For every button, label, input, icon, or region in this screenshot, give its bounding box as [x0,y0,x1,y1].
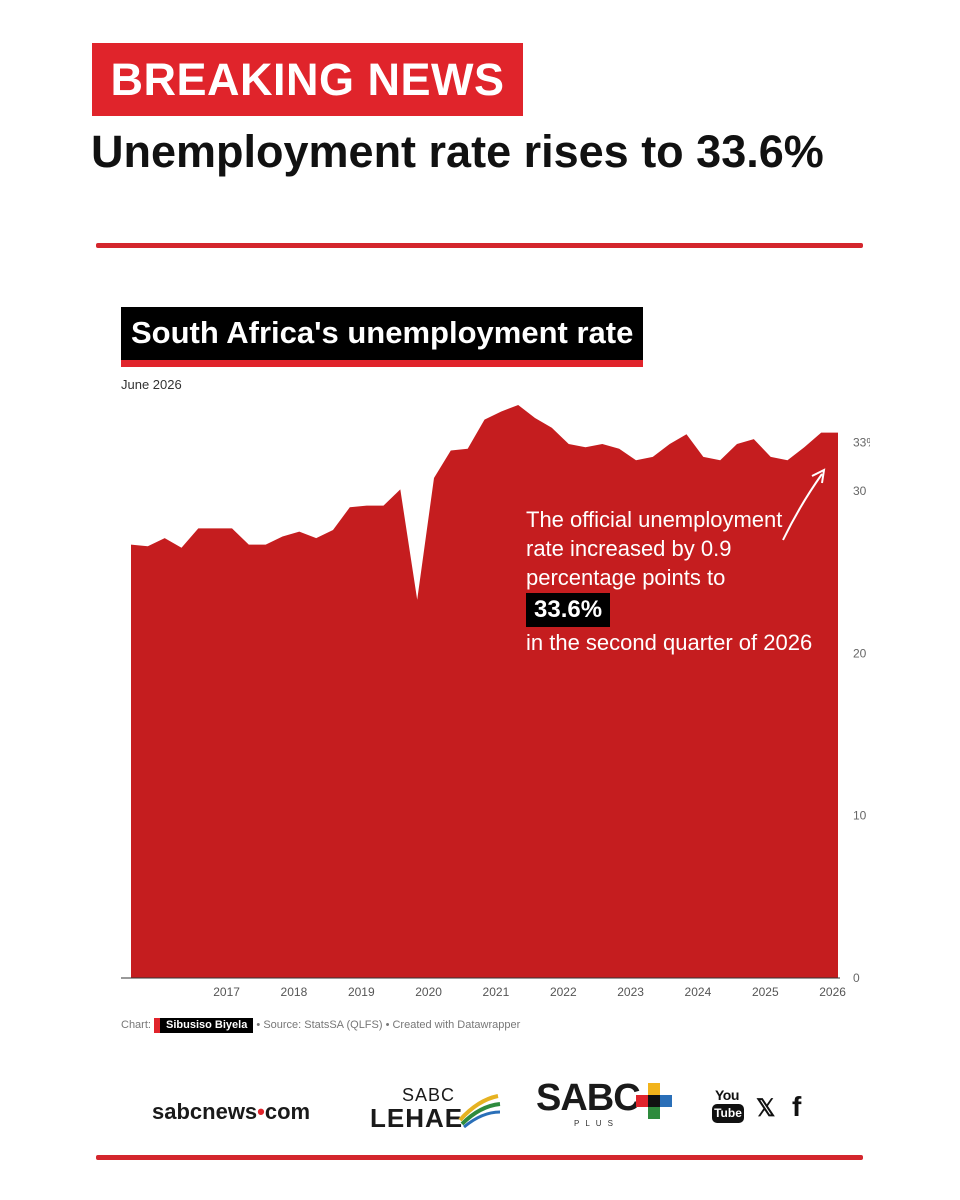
x-tick-label: 2023 [617,985,644,999]
annotation-arrowhead [811,468,826,484]
y-tick-label: 0 [853,971,860,985]
sabcplus-sub: PLUS [574,1119,619,1128]
footer: sabcnews•com SABC LEHAE SABC PLUS You Tu… [0,1075,960,1135]
youtube-icon[interactable]: You Tube [712,1087,744,1125]
x-tick-label: 2026 [819,985,846,999]
credit-source: • Source: StatsSA (QLFS) • Created with … [256,1019,521,1031]
site-dot: • [257,1099,265,1124]
lehae-waves-icon [458,1094,501,1128]
annotation-text-before: The official unemployment rate increased… [526,507,783,590]
annotation-arrow [782,473,823,541]
y-tick-label: 30 [853,484,867,498]
chart-annotation: The official unemployment rate increased… [526,505,826,657]
chart-title: South Africa's unemployment rate [121,307,644,367]
headline: Unemployment rate rises to 33.6% [91,126,824,177]
annotation-highlight: 33.6% [526,593,611,627]
annotation-text-after: in the second quarter of 2026 [526,630,813,655]
area-series [131,405,838,978]
chart-credit: Chart: Sibusiso Biyela • Source: StatsSA… [121,1018,520,1033]
top-divider [96,243,863,248]
sabc-plus-logo[interactable]: SABC PLUS [536,1077,676,1133]
site-tld: com [264,1099,311,1124]
breaking-news-banner: BREAKING NEWS [92,43,523,116]
x-tick-label: 2022 [550,985,577,999]
youtube-you: You [715,1087,739,1103]
bottom-divider [96,1155,863,1160]
y-label-clip [870,430,910,460]
sabc-lehae-logo[interactable]: SABC LEHAE [370,1080,510,1133]
x-tick-label: 2018 [281,985,308,999]
site-logo[interactable]: sabcnews•com [152,1099,310,1125]
y-tick-label: 10 [853,809,867,823]
youtube-tube: Tube [712,1104,744,1123]
x-icon[interactable]: 𝕏 [756,1095,776,1122]
y-tick-label: 20 [853,646,867,660]
x-tick-label: 2025 [752,985,779,999]
unemployment-area-chart: 2017 2018 2019 2020 2021 2022 2023 2024 2025 2026… [121,405,910,999]
site-name: sabcnews [152,1099,258,1124]
lehae-text: LEHAE [370,1103,464,1133]
x-tick-label: 2019 [348,985,375,999]
x-tick-label: 2020 [415,985,442,999]
x-tick-label: 2021 [483,985,510,999]
chart-subtitle: June 2026 [121,377,182,392]
plus-cross-icon [636,1083,672,1119]
sabcplus-text: SABC [536,1077,641,1119]
credit-author: Sibusiso Biyela [154,1018,254,1033]
x-tick-label: 2024 [685,985,712,999]
x-tick-label: 2017 [213,985,240,999]
facebook-icon[interactable]: f [792,1091,802,1122]
lehae-sabc-text: SABC [402,1085,456,1105]
credit-prefix: Chart: [121,1019,151,1031]
